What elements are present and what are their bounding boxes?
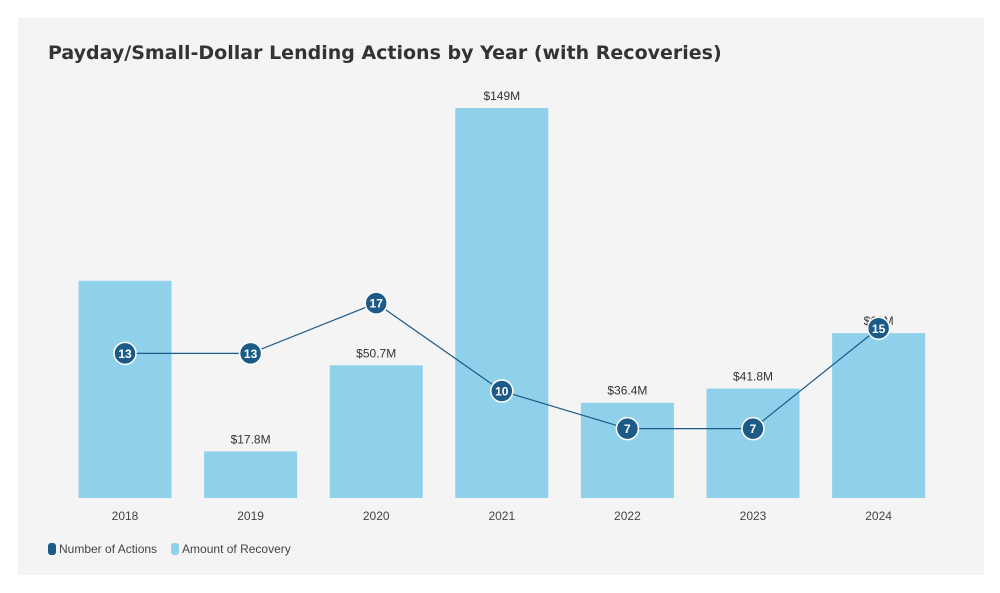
x-tick-2022: 2022 [614, 509, 641, 523]
actions-point-2018 [113, 341, 137, 366]
x-tick-2021: 2021 [488, 509, 515, 523]
actions-point-2023 [741, 416, 765, 441]
x-tick-2023: 2023 [740, 509, 767, 523]
legend-label-actions: Number of Actions [59, 542, 158, 556]
actions-point-2024 [866, 316, 891, 340]
actions-marker-2020: 17 [364, 291, 388, 315]
x-tick-layer: 2018 2019 2020 2021 2022 2023 2024 [112, 509, 893, 523]
actions-label-2018: 13 [118, 347, 132, 361]
actions-label-2022: 7 [624, 422, 631, 436]
bar-2018 [78, 280, 172, 498]
x-tick-2019: 2019 [237, 509, 264, 523]
legend-swatch-actions [48, 543, 56, 555]
actions-label-2020: 17 [370, 297, 384, 311]
actions-label-2021: 10 [495, 385, 509, 399]
legend-label-recovery: Amount of Recovery [182, 542, 291, 556]
chart-title: Payday/Small-Dollar Lending Actions by Y… [48, 42, 722, 64]
bar-2020 [329, 365, 423, 498]
bars-layer [78, 108, 926, 498]
actions-marker-2022: 7 [615, 416, 640, 441]
x-tick-2024: 2024 [865, 509, 892, 523]
actions-marker-2018: 13 [113, 341, 137, 366]
actions-label-2024: 15 [872, 322, 886, 336]
actions-marker-2023: 7 [741, 416, 765, 441]
bar-label-2021: $149M [483, 89, 520, 103]
actions-point-2020 [364, 291, 388, 315]
legend-item-recovery: Amount of Recovery [171, 542, 291, 556]
x-tick-2020: 2020 [363, 509, 390, 523]
legend: Number of Actions Amount of Recovery [48, 542, 291, 556]
bar-label-2020: $50.7M [356, 346, 396, 360]
legend-item-actions: Number of Actions [48, 542, 157, 556]
actions-label-2019: 13 [244, 347, 258, 361]
actions-label-2023: 7 [750, 422, 757, 436]
actions-point-2019 [238, 341, 263, 366]
chart-plot: $17.8M$50.7M$149M$36.4M$41.8M$63M2018201… [78, 89, 926, 523]
actions-point-2022 [615, 416, 640, 441]
bar-label-2022: $36.4M [607, 384, 647, 398]
actions-marker-2021: 10 [490, 379, 514, 403]
chart-card: $17.8M$50.7M$149M$36.4M$41.8M$63M2018201… [18, 18, 984, 575]
bar-label-2023: $41.8M [733, 370, 773, 384]
bar-2024 [832, 333, 926, 498]
bar-2023 [706, 388, 800, 498]
bar-label-2019: $17.8M [231, 432, 271, 446]
bar-2019 [204, 451, 298, 498]
actions-marker-2024: 15 [866, 316, 891, 340]
actions-point-2021 [490, 379, 514, 403]
x-tick-2018: 2018 [112, 509, 139, 523]
bar-2021 [455, 108, 549, 498]
legend-swatch-recovery [171, 543, 180, 555]
actions-marker-2019: 13 [238, 341, 263, 366]
